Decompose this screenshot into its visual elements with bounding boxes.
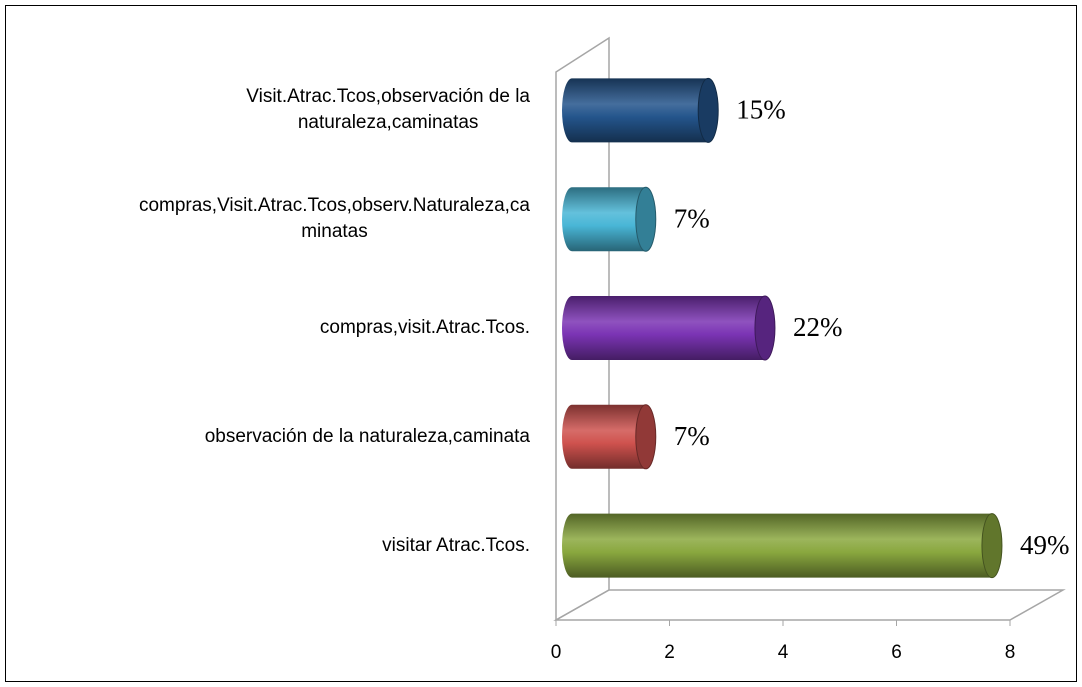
bar — [562, 513, 1003, 579]
data-label: 22% — [793, 312, 843, 342]
border — [5, 5, 1077, 682]
x-tick-label: 8 — [1005, 642, 1016, 663]
y-tick-label: visitar Atrac.Tcos. — [382, 534, 530, 556]
floor — [553, 589, 1066, 621]
data-label: 49% — [1020, 530, 1069, 560]
y-tick-label: compras,visit.Atrac.Tcos. — [319, 317, 530, 338]
x-tick-label: 2 — [664, 642, 675, 663]
bar — [562, 404, 657, 470]
y-tick-label: compras,Visit.Atrac.Tcos,observ.Naturale… — [138, 195, 530, 243]
x-tick-label: 4 — [778, 642, 789, 663]
bar — [562, 186, 657, 252]
bar — [562, 295, 776, 361]
data-label: 7% — [674, 421, 710, 451]
y-tick-label: observación de la naturaleza,caminata — [204, 425, 530, 447]
y-tick-label: Visit.Atrac.Tcos,observación de la natur… — [246, 86, 530, 134]
data-label: 15% — [736, 95, 786, 125]
x-tick-label: 0 — [551, 642, 562, 663]
bar — [562, 77, 719, 143]
x-tick-label: 6 — [891, 642, 902, 663]
data-label: 7% — [674, 203, 710, 233]
